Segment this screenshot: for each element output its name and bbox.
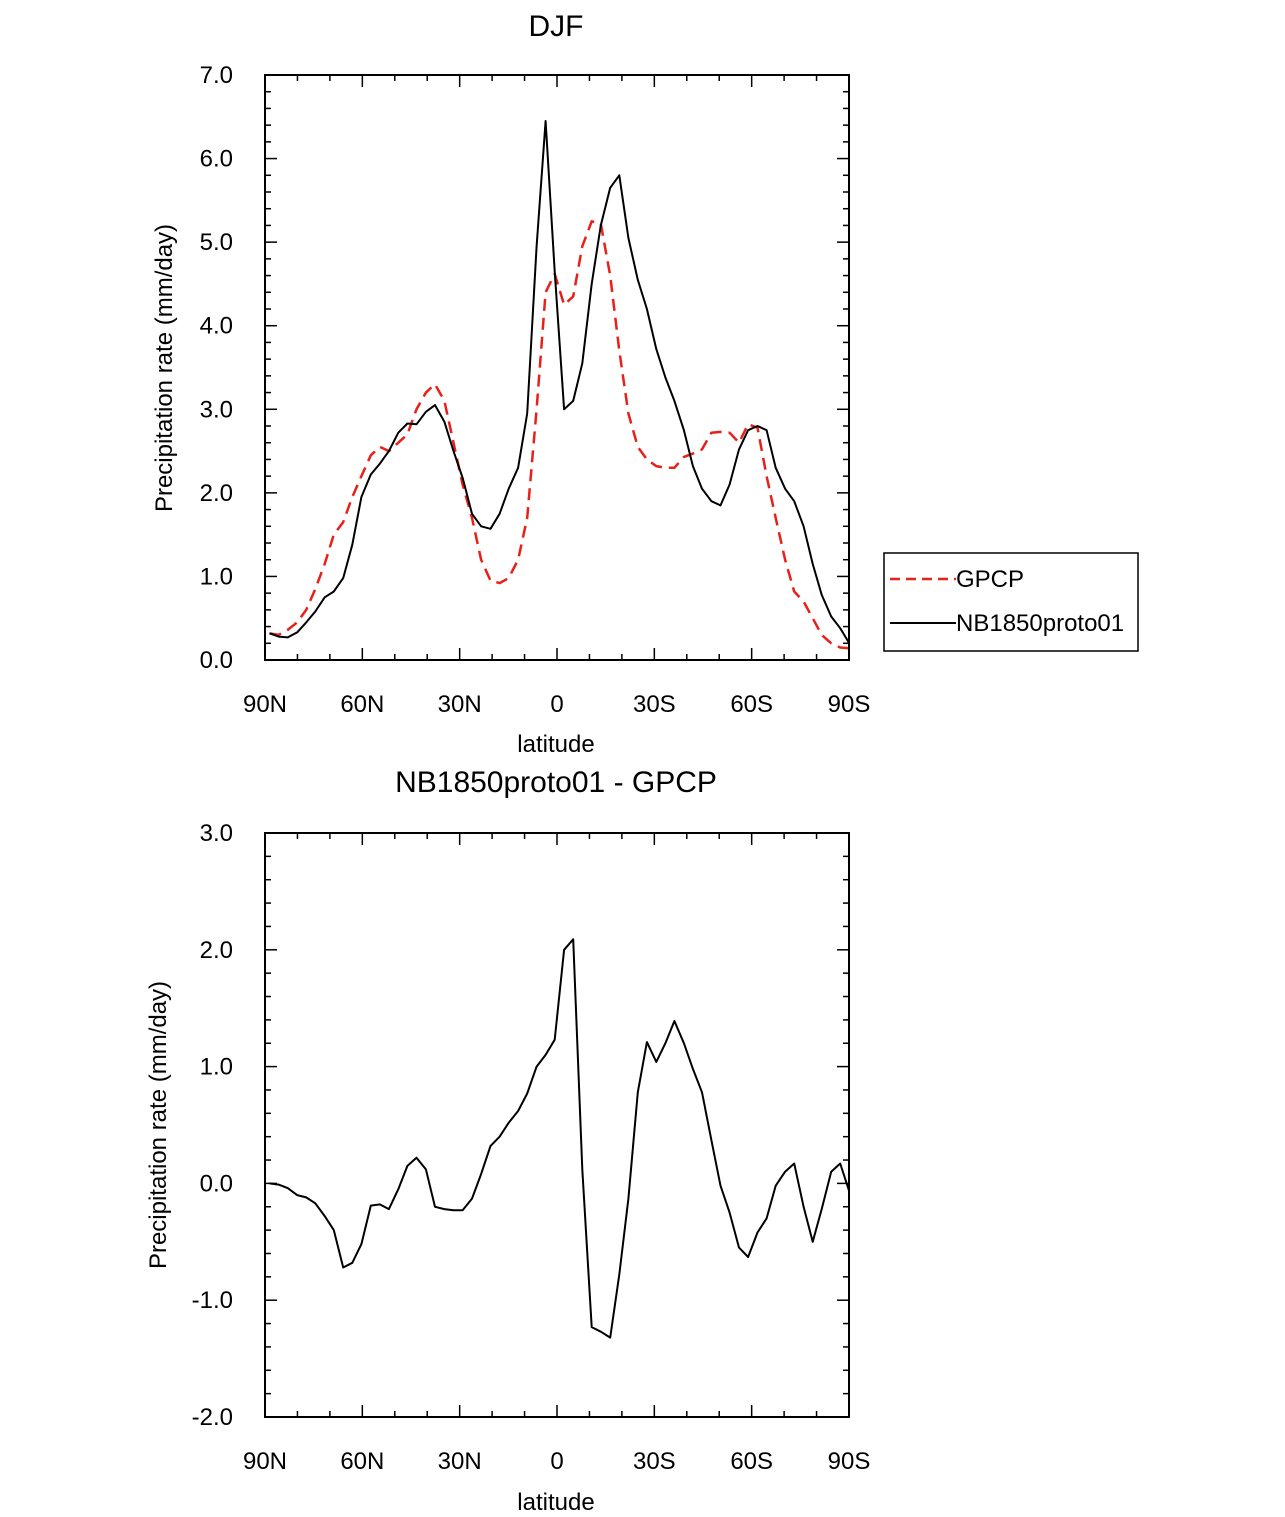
bottom-y-tick-label: 0.0 (200, 1170, 233, 1197)
bottom-x-tick-label: 60S (730, 1448, 773, 1475)
top-y-tick-label: 4.0 (200, 313, 233, 340)
bottom-x-tick-label: 60N (340, 1448, 384, 1475)
bottom-y-tick-label: -1.0 (192, 1287, 233, 1314)
top-series-line-nb1850proto01 (269, 120, 849, 645)
bottom-y-tick-label: 2.0 (200, 937, 233, 964)
bottom-x-tick-label: 90S (828, 1448, 871, 1475)
bottom-chart-title: NB1850proto01 - GPCP (395, 766, 717, 799)
top-series-line-gpcp (269, 220, 849, 650)
bottom-x-axis-label: latitude (517, 1489, 594, 1516)
top-chart-title: DJF (529, 10, 584, 43)
top-y-tick-label: 5.0 (200, 229, 233, 256)
legend-label-gpcp: GPCP (956, 566, 1024, 593)
top-x-tick-label: 90S (828, 691, 871, 718)
legend-label-nb1850proto01: NB1850proto01 (956, 610, 1124, 637)
bottom-x-tick-label: 0 (550, 1448, 563, 1475)
top-panel: DJF 90N 60N 30N 0 30S 60S 90S 0.0 1.0 2.0 3.0 4.0 5.… (151, 10, 871, 758)
bottom-series-line-nb1850proto01-gpcp (269, 938, 849, 1339)
bottom-y-tick-label: -2.0 (192, 1404, 233, 1431)
bottom-x-tick-label: 30S (633, 1448, 676, 1475)
bottom-panel: NB1850proto01 - GPCP 90N 60N 30N 0 30S 60S 90S… (145, 766, 871, 1516)
top-y-axis-label: Precipitation rate (mm/day) (151, 224, 178, 512)
top-y-tick-label: 2.0 (200, 480, 233, 507)
top-x-tick-label: 60S (730, 691, 773, 718)
top-x-tick-label: 0 (550, 691, 563, 718)
bottom-x-tick-label: 30N (438, 1448, 482, 1475)
top-y-tick-label: 6.0 (200, 146, 233, 173)
bottom-y-tick-label: 3.0 (200, 820, 233, 847)
top-y-tick-label: 0.0 (200, 647, 233, 674)
bottom-plot-area: 90N 60N 30N 0 30S 60S 90S -2.0 -1.0 0.0 1.0 2.0 3.0 (192, 820, 871, 1475)
top-x-tick-label: 60N (340, 691, 384, 718)
top-x-axis-label: latitude (517, 731, 594, 758)
top-y-tick-label: 7.0 (200, 62, 233, 89)
bottom-y-tick-label: 1.0 (200, 1054, 233, 1081)
top-plot-area: 90N 60N 30N 0 30S 60S 90S 0.0 1.0 2.0 3.0 4.0 5.0 6.0… (200, 62, 871, 718)
top-y-tick-label: 1.0 (200, 563, 233, 590)
bottom-y-axis-label: Precipitation rate (mm/day) (145, 981, 172, 1269)
bottom-x-tick-label: 90N (243, 1448, 287, 1475)
legend-box (883, 552, 1139, 652)
top-y-tick-label: 3.0 (200, 396, 233, 423)
top-x-tick-label: 30N (438, 691, 482, 718)
top-x-tick-label: 30S (633, 691, 676, 718)
legend: GPCP NB1850proto01 (883, 552, 1139, 652)
top-x-tick-label: 90N (243, 691, 287, 718)
